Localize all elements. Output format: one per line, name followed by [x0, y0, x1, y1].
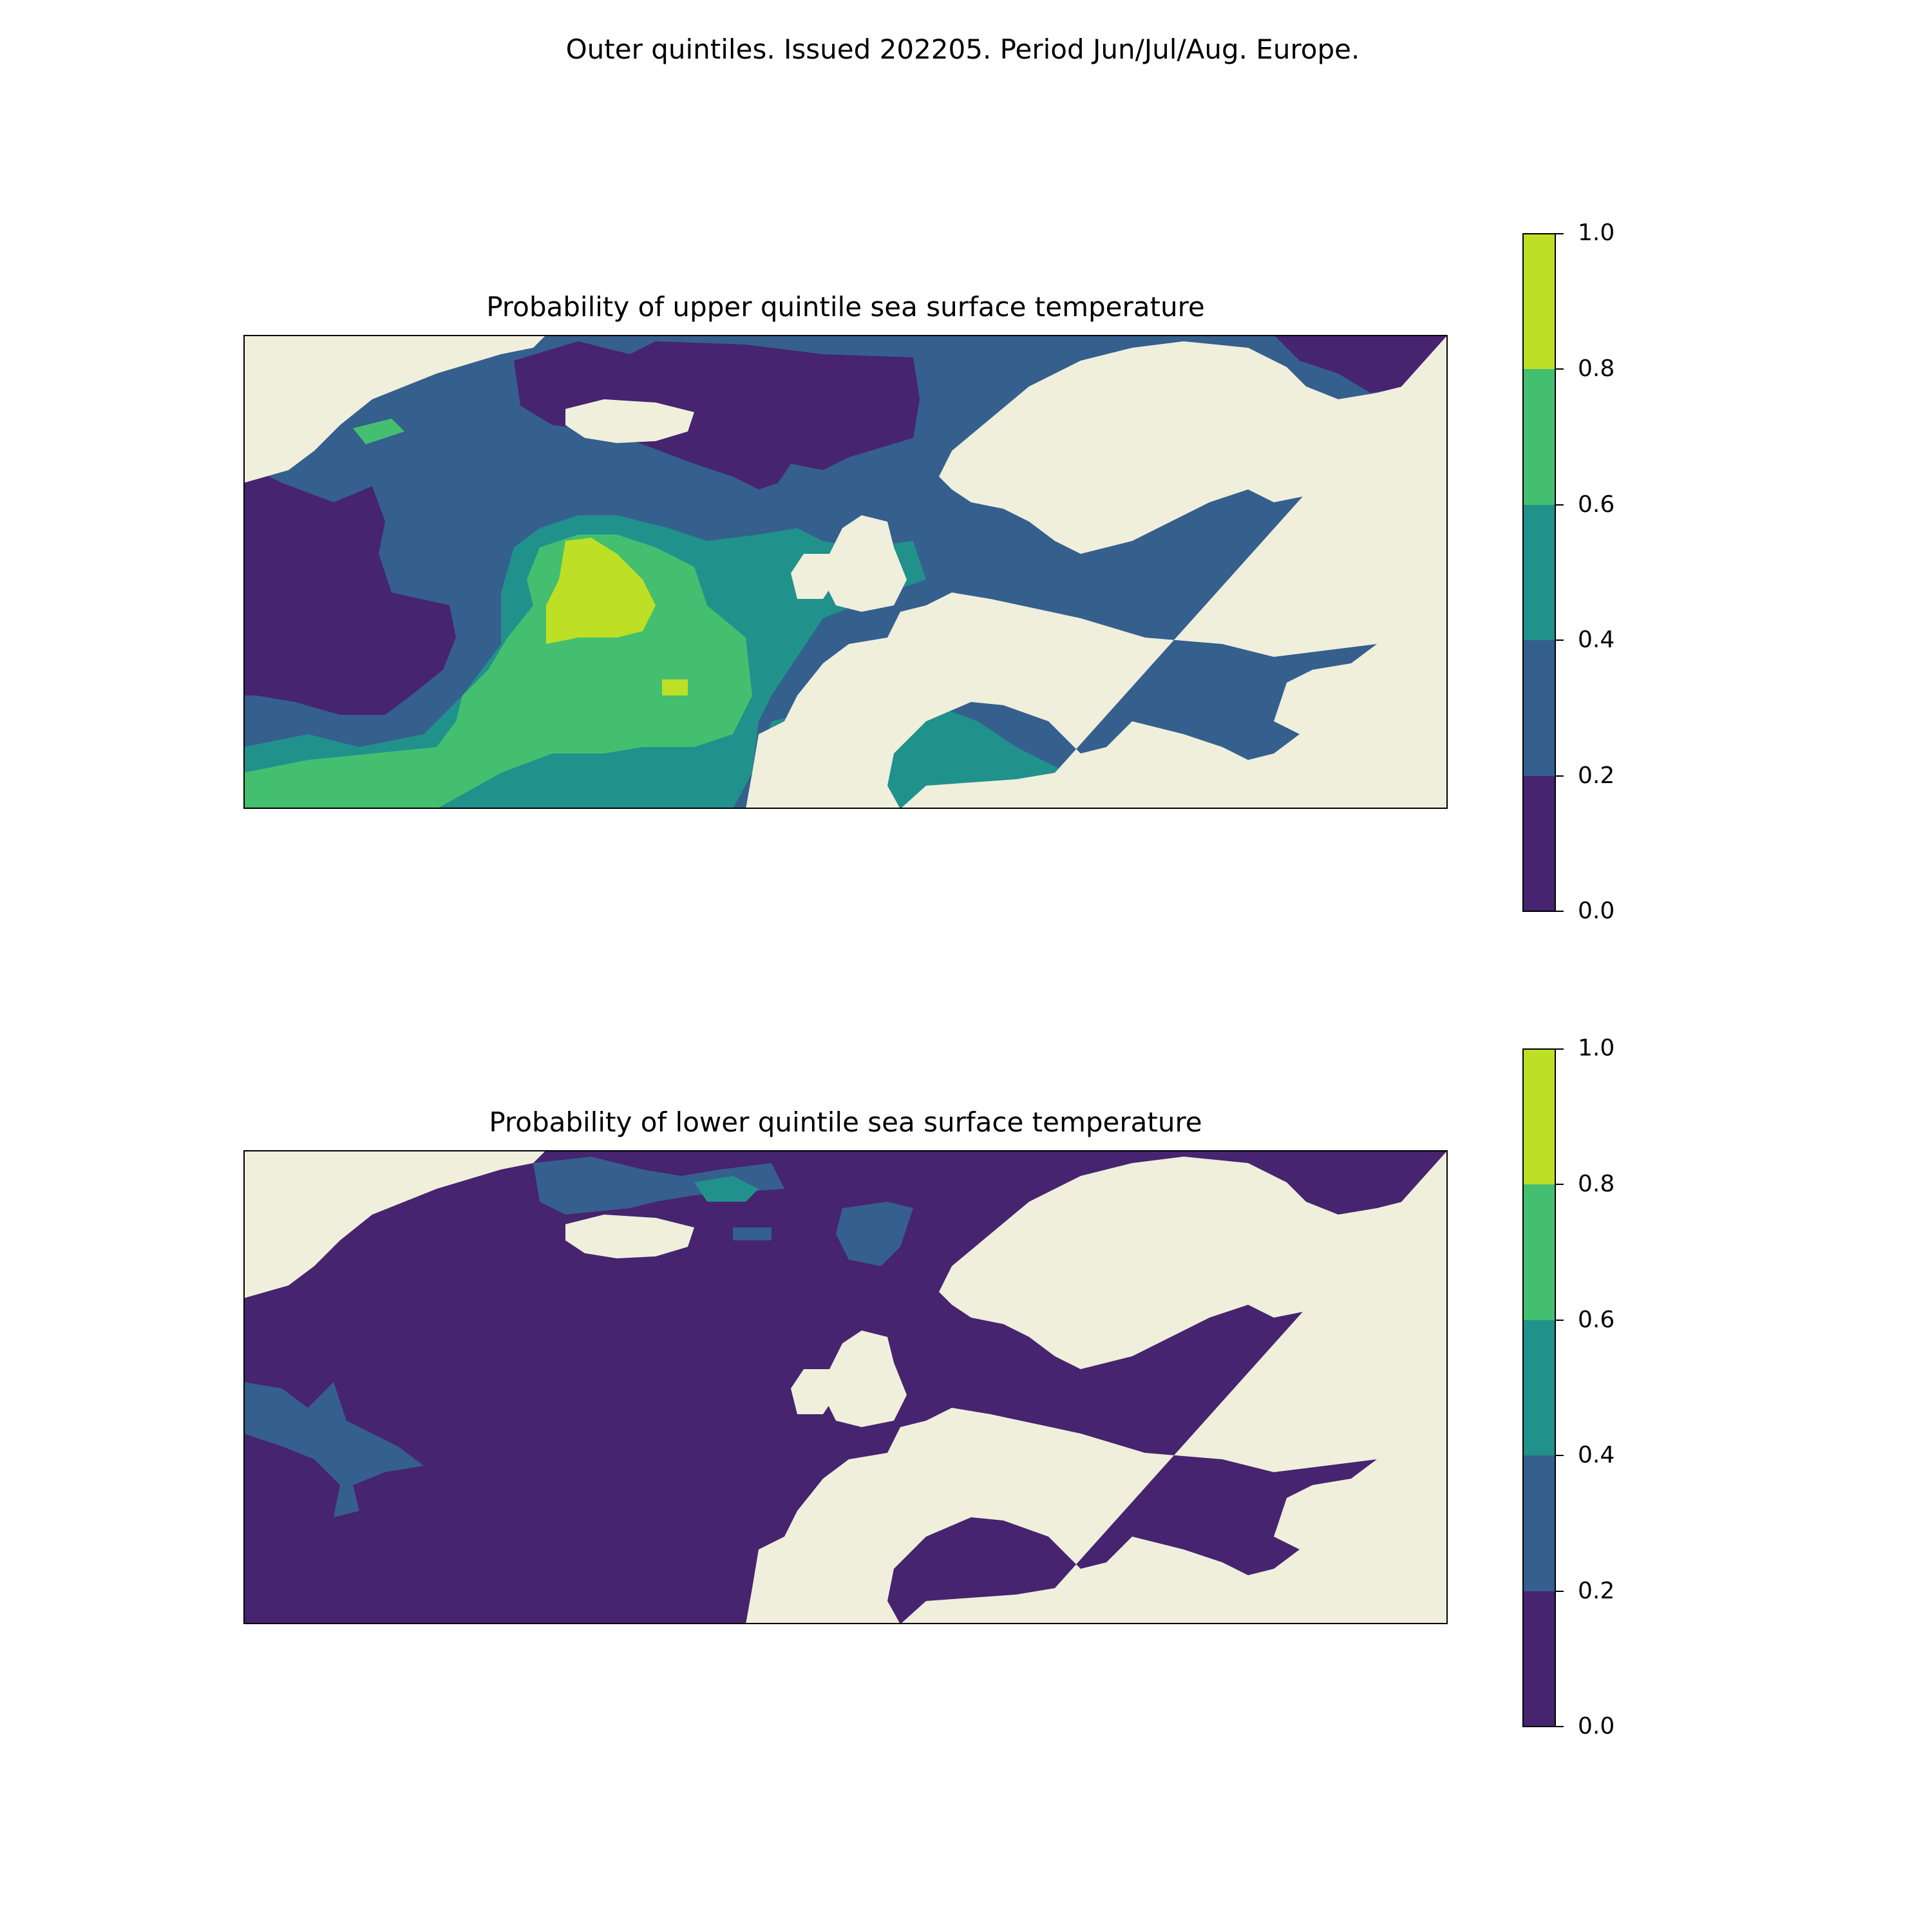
upper-sst-band-0.8-1.0 [546, 538, 656, 644]
upper-colorbar-band-0.6-0.8 [1522, 369, 1556, 505]
lower-colorbar-band-0.8-1.0 [1522, 1048, 1556, 1184]
lower-land [243, 1150, 1448, 1624]
lower-colorbar-band-0.0-0.2 [1522, 1591, 1556, 1727]
lower-quintile-map [243, 1150, 1448, 1624]
lower-map-frame [243, 1150, 1448, 1624]
europe-land [746, 335, 1448, 809]
figure-title: Outer quintiles. Issued 202205. Period J… [565, 33, 1360, 65]
lower-sst-band-0.4-0.6-greenland-sea [694, 1176, 759, 1202]
upper-colorbar-tick-label: 0.2 [1578, 762, 1615, 789]
upper-colorbar-band-0.8-1.0 [1522, 233, 1556, 369]
upper-colorbar-tick-label: 0.0 [1578, 898, 1615, 924]
europe-land [746, 1150, 1448, 1624]
upper-sst-band-0.0-0.2-north [514, 341, 920, 489]
upper-sst-band-0.8-1.0-small [662, 679, 688, 696]
lower-panel-title: Probability of lower quintile sea surfac… [489, 1106, 1202, 1138]
lower-sst-band-0.2-0.4-norway [836, 1202, 913, 1266]
lower-sst-band-0.2-0.4-west [243, 1382, 424, 1517]
upper-colorbar-band-0.0-0.2 [1522, 776, 1556, 912]
lower-colorbar-tick-label: 1.0 [1578, 1035, 1615, 1061]
upper-map-frame [243, 335, 1448, 809]
lower-colorbar-tick-label: 0.2 [1578, 1578, 1615, 1604]
upper-colorbar-tick-label: 0.4 [1578, 627, 1615, 653]
ireland-land [791, 554, 836, 599]
upper-colorbar [1522, 233, 1564, 912]
iceland-land [565, 399, 694, 443]
greenland-land [243, 335, 546, 483]
british-isles-land [823, 1331, 907, 1427]
upper-colorbar-tick-label: 0.8 [1578, 355, 1615, 382]
upper-sst-band-0.0-0.2-northeast [1274, 335, 1448, 393]
lower-colorbar-tick-label: 0.4 [1578, 1442, 1615, 1468]
upper-panel-title: Probability of upper quintile sea surfac… [486, 291, 1205, 323]
upper-sst-band-0.6-0.8-small [353, 419, 404, 444]
upper-sst-band-0.0-0.2-west [243, 464, 456, 715]
lower-colorbar-band-0.4-0.6 [1522, 1320, 1556, 1455]
upper-colorbar-tick-label: 1.0 [1578, 220, 1615, 246]
lower-colorbar-band-0.2-0.4 [1522, 1455, 1556, 1591]
iceland-land [565, 1215, 694, 1258]
lower-sst-band-0.2-0.4-small [733, 1227, 772, 1240]
lower-colorbar-tick-label: 0.0 [1578, 1713, 1615, 1739]
ireland-land [791, 1369, 836, 1414]
upper-colorbar-band-0.4-0.6 [1522, 505, 1556, 640]
upper-sst-band-0.0-0.2-small [256, 683, 295, 696]
upper-land [243, 335, 1448, 809]
lower-sst-band-0.2-0.4-north [533, 1157, 784, 1215]
lower-colorbar-tick-label: 0.8 [1578, 1171, 1615, 1197]
upper-colorbar-tick-label: 0.6 [1578, 491, 1615, 518]
lower-colorbar [1522, 1048, 1564, 1727]
upper-quintile-map [243, 335, 1448, 809]
lower-colorbar-band-0.6-0.8 [1522, 1184, 1556, 1320]
british-isles-land [823, 515, 907, 612]
greenland-land [243, 1150, 546, 1298]
lower-colorbar-tick-label: 0.6 [1578, 1307, 1615, 1333]
upper-colorbar-band-0.2-0.4 [1522, 640, 1556, 776]
